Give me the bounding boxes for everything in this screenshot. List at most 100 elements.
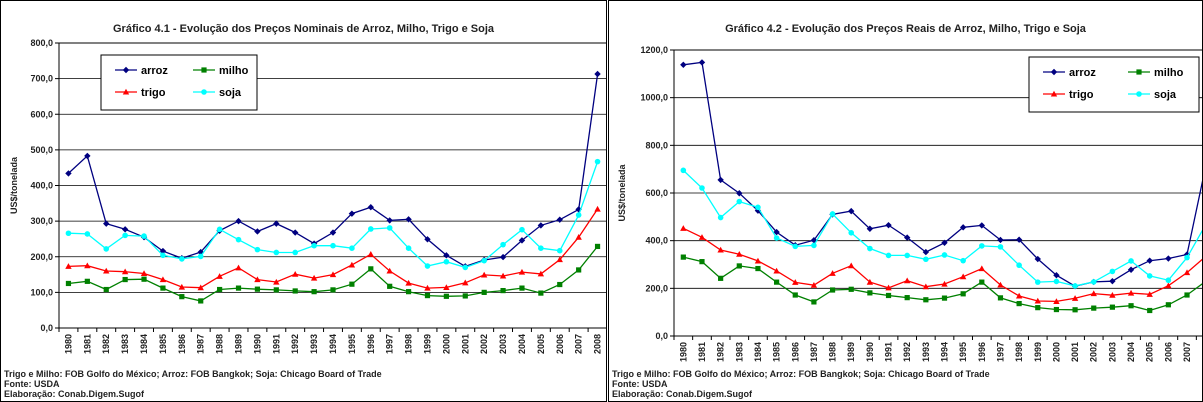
data-point-trigo: [717, 246, 724, 253]
x-tick-label: 2004: [1126, 342, 1136, 362]
data-point-milho: [576, 267, 582, 273]
x-tick-label: 1994: [328, 334, 338, 354]
data-point-trigo: [736, 251, 743, 257]
data-point-trigo: [997, 281, 1004, 288]
data-point-arroz: [959, 224, 967, 231]
data-point-trigo: [405, 279, 412, 286]
data-point-soja: [792, 243, 799, 250]
data-point-soja: [829, 211, 836, 217]
chart-panel-real: Gráfico 4.2 - Evolução dos Preços Reais …: [608, 0, 1203, 402]
x-tick-label: 1980: [63, 334, 73, 354]
data-point-arroz: [556, 216, 563, 223]
x-tick-label: 2005: [1145, 342, 1155, 362]
x-tick-label: 1993: [309, 334, 319, 354]
x-tick-label: 1986: [177, 334, 187, 354]
legend-label-milho: milho: [1154, 67, 1184, 79]
data-point-trigo: [959, 273, 967, 280]
data-point-soja: [179, 256, 185, 262]
data-point-arroz: [773, 228, 780, 236]
data-point-soja: [197, 253, 204, 260]
data-point-milho: [387, 283, 393, 289]
x-tick-label: 1998: [1014, 342, 1024, 362]
series-milho: [680, 254, 1202, 314]
y-tick-label: 400,0: [645, 236, 668, 246]
data-point-arroz: [1146, 257, 1153, 264]
data-point-soja: [680, 167, 687, 174]
data-point-arroz: [1127, 266, 1135, 273]
data-point-trigo: [698, 234, 706, 240]
legend-marker-trigo: [122, 88, 130, 95]
data-point-arroz: [537, 222, 545, 229]
x-tick-label: 1989: [846, 342, 856, 362]
x-tick-label: 1992: [902, 342, 912, 362]
data-point-milho: [179, 294, 185, 300]
data-point-soja: [1109, 268, 1116, 275]
legend-marker-soja: [201, 89, 207, 95]
data-point-milho: [811, 299, 817, 305]
data-point-milho: [755, 265, 761, 272]
data-point-trigo: [121, 268, 129, 275]
data-point-soja: [330, 242, 336, 249]
x-tick-label: 1995: [958, 342, 968, 362]
y-tick-label: 400,0: [30, 181, 53, 191]
data-point-milho: [718, 275, 724, 281]
x-tick-label: 1980: [678, 342, 688, 362]
data-point-trigo: [903, 277, 911, 284]
data-point-trigo: [348, 261, 356, 268]
data-point-trigo: [65, 263, 72, 269]
x-tick-label: 1994: [940, 342, 950, 362]
data-point-milho: [699, 259, 705, 265]
x-tick-label: 2000: [441, 334, 451, 354]
x-tick-label: 2001: [460, 334, 470, 354]
x-tick-label: 2002: [479, 334, 489, 354]
data-point-milho: [273, 287, 279, 293]
data-point-milho: [481, 289, 487, 295]
data-point-soja: [84, 231, 91, 237]
x-tick-label: 1999: [1033, 342, 1043, 362]
data-point-soja: [386, 225, 393, 231]
data-point-trigo: [1090, 290, 1097, 297]
data-point-trigo: [424, 284, 431, 291]
data-point-arroz: [922, 248, 930, 256]
x-tick-label: 1992: [290, 334, 300, 354]
series-trigo: [65, 205, 601, 291]
data-point-trigo: [978, 265, 986, 272]
data-point-milho: [254, 286, 261, 292]
data-point-soja: [755, 204, 761, 211]
data-point-soja: [867, 245, 873, 252]
data-point-trigo: [386, 267, 393, 274]
data-point-milho: [500, 287, 506, 294]
data-point-milho: [311, 289, 317, 295]
data-point-milho: [979, 279, 985, 285]
data-point-soja: [811, 242, 817, 249]
data-point-arroz: [367, 204, 374, 211]
series-trigo: [680, 225, 1202, 305]
data-point-soja: [717, 214, 724, 221]
data-point-arroz: [273, 220, 280, 227]
data-point-soja: [122, 232, 128, 239]
data-point-soja: [556, 247, 563, 254]
data-point-arroz: [443, 252, 450, 259]
data-point-trigo: [792, 279, 799, 285]
data-point-soja: [160, 252, 166, 259]
data-point-milho: [122, 276, 128, 283]
data-point-trigo: [235, 264, 242, 271]
y-tick-label: 200,0: [30, 252, 53, 262]
footer-source: Fonte: USDA: [4, 379, 60, 389]
data-point-milho: [84, 278, 90, 284]
data-point-milho: [680, 254, 686, 260]
data-point-trigo: [1183, 269, 1191, 276]
x-tick-label: 2008: [593, 334, 603, 354]
chart-panel-nominal: Gráfico 4.1 - Evolução dos Preços Nomina…: [0, 0, 607, 402]
data-point-soja: [575, 212, 582, 218]
data-point-arroz: [405, 216, 412, 223]
data-point-soja: [500, 241, 506, 248]
data-point-arroz: [1034, 255, 1041, 263]
x-tick-label: 1987: [196, 334, 206, 354]
data-point-arroz: [1165, 255, 1172, 262]
data-point-trigo: [254, 276, 261, 283]
data-point-milho: [885, 292, 892, 299]
data-point-soja: [141, 233, 147, 239]
data-point-trigo: [1146, 291, 1153, 297]
data-point-milho: [774, 279, 780, 285]
